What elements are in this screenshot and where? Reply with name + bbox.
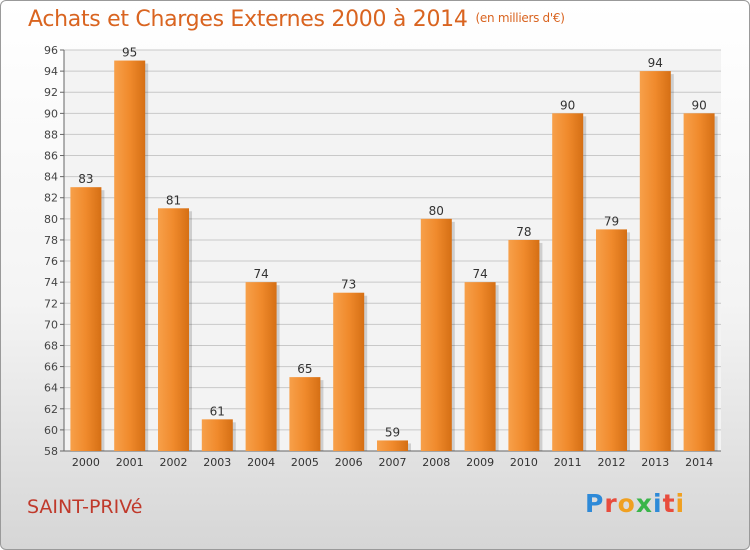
y-tick-label: 76 bbox=[44, 255, 58, 268]
x-tick-label: 2001 bbox=[116, 456, 144, 469]
bar bbox=[245, 282, 277, 451]
y-tick-label: 62 bbox=[44, 403, 58, 416]
y-tick-label: 68 bbox=[44, 339, 58, 352]
x-tick-label: 2000 bbox=[72, 456, 100, 469]
x-tick-label: 2013 bbox=[641, 456, 669, 469]
bar bbox=[333, 292, 365, 451]
logo-letter: i bbox=[675, 489, 686, 518]
data-label: 94 bbox=[648, 56, 663, 70]
x-tick-label: 2003 bbox=[203, 456, 231, 469]
bar bbox=[552, 113, 584, 451]
x-tick-label: 2010 bbox=[510, 456, 538, 469]
y-tick-label: 86 bbox=[44, 150, 58, 163]
y-tick-label: 72 bbox=[44, 297, 58, 310]
y-tick-label: 60 bbox=[44, 424, 58, 437]
data-label: 74 bbox=[253, 267, 268, 281]
logo-letter: P bbox=[585, 489, 605, 518]
logo-letter: o bbox=[617, 489, 636, 518]
y-tick-label: 66 bbox=[44, 361, 58, 374]
x-tick-label: 2012 bbox=[598, 456, 626, 469]
y-tick-label: 74 bbox=[44, 276, 58, 289]
bar bbox=[420, 218, 452, 451]
y-tick-label: 58 bbox=[44, 445, 58, 458]
x-tick-label: 2009 bbox=[466, 456, 494, 469]
logo-letter: r bbox=[604, 489, 618, 518]
x-tick-label: 2007 bbox=[379, 456, 407, 469]
x-tick-label: 2008 bbox=[422, 456, 450, 469]
y-tick-label: 80 bbox=[44, 213, 58, 226]
y-tick-label: 88 bbox=[44, 128, 58, 141]
data-label: 80 bbox=[429, 204, 444, 218]
logo-letter: t bbox=[662, 489, 676, 518]
chart-title: Achats et Charges Externes 2000 à 2014 (e… bbox=[28, 7, 565, 32]
bar bbox=[289, 377, 321, 451]
data-label: 90 bbox=[560, 98, 575, 112]
title-text: Achats et Charges Externes 2000 à 2014 bbox=[28, 7, 468, 32]
bar bbox=[377, 440, 408, 451]
logo-letter: x bbox=[635, 489, 653, 518]
bar bbox=[639, 71, 671, 452]
y-tick-label: 64 bbox=[44, 382, 58, 395]
bar bbox=[201, 419, 233, 451]
data-label: 65 bbox=[297, 362, 312, 376]
data-label: 79 bbox=[604, 214, 619, 228]
data-label: 95 bbox=[122, 46, 137, 60]
y-tick-label: 70 bbox=[44, 318, 58, 331]
data-label: 81 bbox=[166, 193, 181, 207]
data-label: 90 bbox=[691, 98, 706, 112]
bar bbox=[683, 113, 715, 451]
bar bbox=[114, 60, 146, 451]
unit-label: (en milliers d'€) bbox=[475, 11, 565, 25]
data-label: 74 bbox=[472, 267, 487, 281]
x-tick-label: 2006 bbox=[335, 456, 363, 469]
data-label: 78 bbox=[516, 225, 531, 239]
x-tick-label: 2002 bbox=[160, 456, 188, 469]
data-label: 59 bbox=[385, 425, 400, 439]
y-tick-label: 78 bbox=[44, 234, 58, 247]
proxiti-logo: Proxiti bbox=[585, 489, 685, 518]
bar bbox=[70, 187, 102, 451]
y-tick-label: 90 bbox=[44, 107, 58, 120]
x-tick-label: 2014 bbox=[685, 456, 713, 469]
y-tick-label: 92 bbox=[44, 86, 58, 99]
y-tick-label: 94 bbox=[44, 65, 58, 78]
logo-letter: i bbox=[653, 489, 663, 518]
data-label: 61 bbox=[210, 404, 225, 418]
bar bbox=[158, 208, 189, 451]
commune-name: SAINT-PRIVé bbox=[27, 496, 143, 518]
y-tick-label: 96 bbox=[44, 44, 58, 57]
x-tick-label: 2004 bbox=[247, 456, 275, 469]
bar bbox=[596, 229, 627, 451]
x-tick-label: 2011 bbox=[554, 456, 582, 469]
y-tick-label: 84 bbox=[44, 171, 58, 184]
data-label: 83 bbox=[78, 172, 93, 186]
bar bbox=[508, 239, 540, 451]
y-tick-label: 82 bbox=[44, 192, 58, 205]
data-label: 73 bbox=[341, 278, 356, 292]
x-tick-label: 2005 bbox=[291, 456, 319, 469]
bar bbox=[464, 282, 496, 451]
